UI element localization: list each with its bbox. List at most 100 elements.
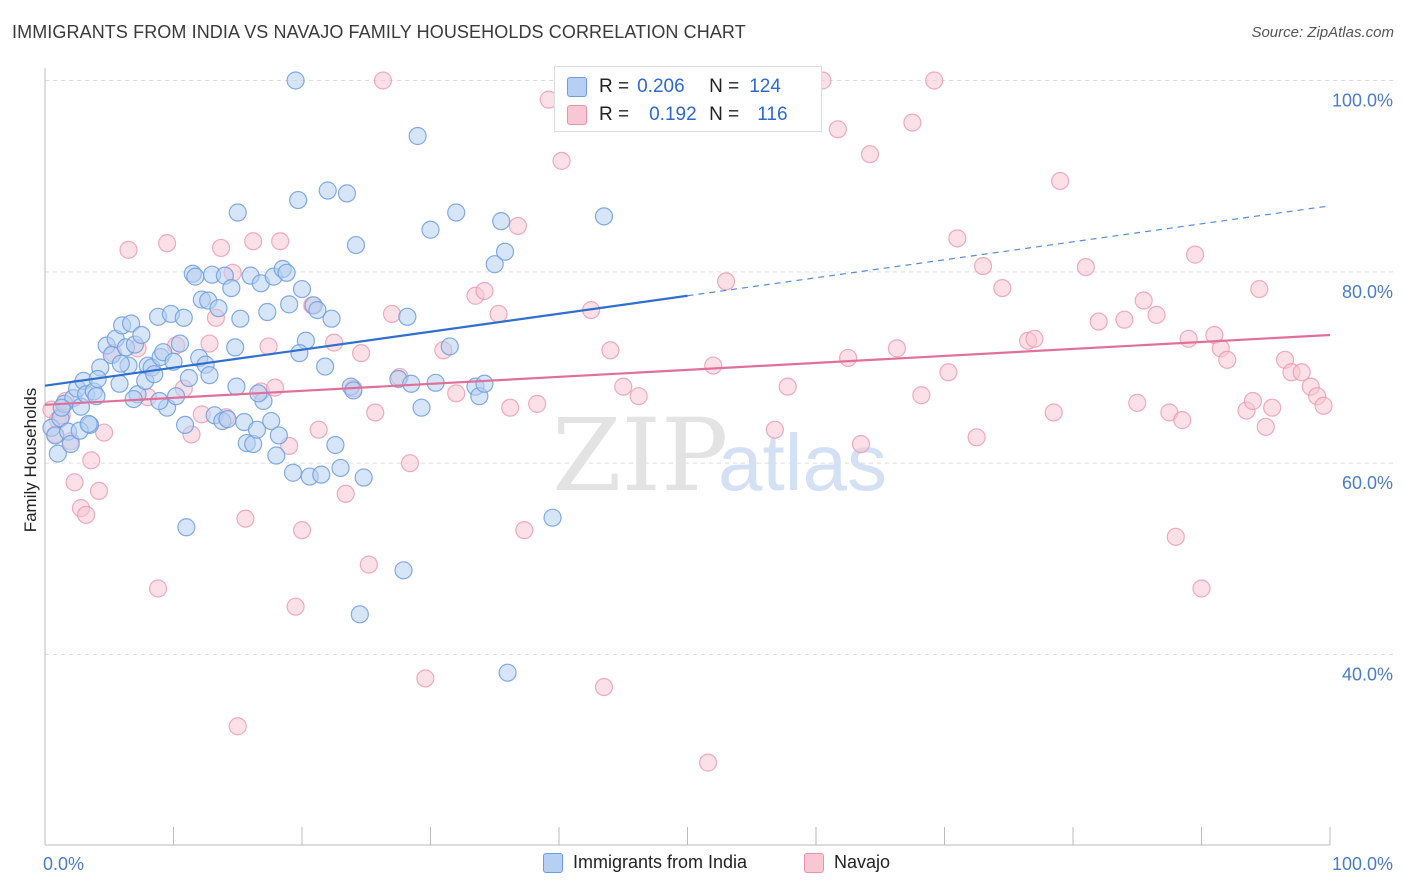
navajo-point <box>1115 310 1134 329</box>
india-point <box>290 344 309 363</box>
navajo-point <box>704 356 723 375</box>
bottom-legend-label-india: Immigrants from India <box>573 852 748 872</box>
india-point <box>121 314 141 333</box>
navajo-point <box>1134 291 1153 310</box>
navajo-point <box>489 304 508 324</box>
trend-lines <box>44 205 1331 406</box>
india-point <box>170 334 190 353</box>
legend-n-label: N = <box>709 104 740 125</box>
navajo-point <box>948 229 967 248</box>
navajo-point <box>95 423 114 442</box>
india-point <box>289 190 308 210</box>
navajo-point <box>200 334 219 353</box>
india-point <box>492 212 511 231</box>
india-point <box>258 302 277 322</box>
navajo-point <box>528 394 547 413</box>
bottom-legend-label-navajo: Navajo <box>834 852 891 872</box>
india-point <box>331 458 350 478</box>
india-point <box>326 435 345 455</box>
india-point <box>408 126 427 146</box>
navajo-point <box>65 473 84 492</box>
navajo-point <box>501 398 520 417</box>
india-point <box>440 337 459 356</box>
legend-n-value-navajo: 116 <box>757 104 788 125</box>
india-point <box>175 415 195 434</box>
navajo-point <box>1256 417 1275 436</box>
series-india-points <box>42 71 614 682</box>
navajo-point <box>1166 527 1185 546</box>
india-point <box>346 235 366 255</box>
navajo-point <box>236 509 255 528</box>
navajo-point <box>325 333 344 352</box>
navajo-point <box>601 341 620 360</box>
india-point <box>344 381 363 400</box>
legend-row-india: R = 0.206 N = 124 <box>567 75 781 99</box>
axes <box>44 68 1331 846</box>
navajo-point <box>594 677 614 697</box>
bottom-legend: Immigrants from India Navajo <box>0 852 1406 878</box>
legend-swatch-india <box>567 77 587 97</box>
india-point <box>312 465 331 484</box>
navajo-point <box>1147 305 1166 324</box>
navajo-point <box>336 484 355 503</box>
bottom-legend-swatch-india <box>543 852 563 873</box>
trend-line-navajo <box>44 333 1331 406</box>
navajo-point <box>286 597 305 616</box>
india-point <box>350 605 369 624</box>
india-point <box>227 377 246 396</box>
india-point <box>177 518 196 537</box>
india-point <box>145 365 164 384</box>
india-point <box>316 357 335 376</box>
india-point <box>286 71 305 90</box>
india-point <box>337 184 357 203</box>
navajo-point <box>1185 245 1205 264</box>
legend-r-label: R = <box>599 104 630 125</box>
navajo-point <box>1292 363 1311 382</box>
navajo-point <box>887 339 907 358</box>
trend-line-india <box>44 294 688 387</box>
navajo-point <box>1192 579 1211 598</box>
india-point <box>166 387 186 406</box>
navajo-point <box>1044 403 1063 422</box>
y-axis-title: Family Households <box>21 388 40 533</box>
india-point <box>277 263 296 282</box>
legend-r-value-navajo: 0.192 <box>649 104 697 125</box>
navajo-point <box>148 579 168 598</box>
india-point <box>174 308 193 327</box>
navajo-point <box>1250 279 1269 299</box>
watermark-atlas: atlas <box>718 418 887 507</box>
india-point <box>398 307 417 326</box>
india-point <box>110 374 129 393</box>
india-point <box>447 203 466 222</box>
legend-row-navajo: R = 0.192 N = 116 <box>567 103 788 127</box>
india-point <box>222 278 241 298</box>
navajo-point <box>698 753 718 772</box>
india-point <box>412 398 431 417</box>
india-point <box>150 391 169 411</box>
y-tick-label: 40.0% <box>1342 665 1393 685</box>
india-point <box>48 444 67 463</box>
watermark: ZIP atlas <box>552 397 887 514</box>
india-point <box>186 267 205 286</box>
india-point <box>262 411 281 431</box>
navajo-point <box>1179 329 1198 348</box>
navajo-point <box>860 145 880 164</box>
india-point <box>421 220 440 239</box>
navajo-point <box>716 272 736 291</box>
navajo-point <box>82 451 101 470</box>
navajo-point <box>1173 411 1192 430</box>
navajo-point <box>77 505 96 524</box>
navajo-point <box>925 71 944 90</box>
navajo-point <box>352 344 371 363</box>
india-point <box>292 279 312 299</box>
navajo-point <box>400 454 420 473</box>
navajo-point <box>967 428 986 447</box>
navajo-point <box>292 521 312 540</box>
navajo-point <box>839 348 858 368</box>
navajo-point <box>89 481 109 501</box>
india-point <box>111 354 130 373</box>
india-point <box>231 309 250 328</box>
legend-r-label: R = <box>599 76 630 97</box>
navajo-point <box>359 555 378 574</box>
india-point <box>52 398 71 417</box>
